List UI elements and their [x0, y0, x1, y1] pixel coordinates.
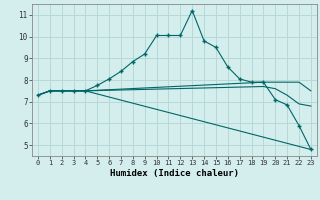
- X-axis label: Humidex (Indice chaleur): Humidex (Indice chaleur): [110, 169, 239, 178]
